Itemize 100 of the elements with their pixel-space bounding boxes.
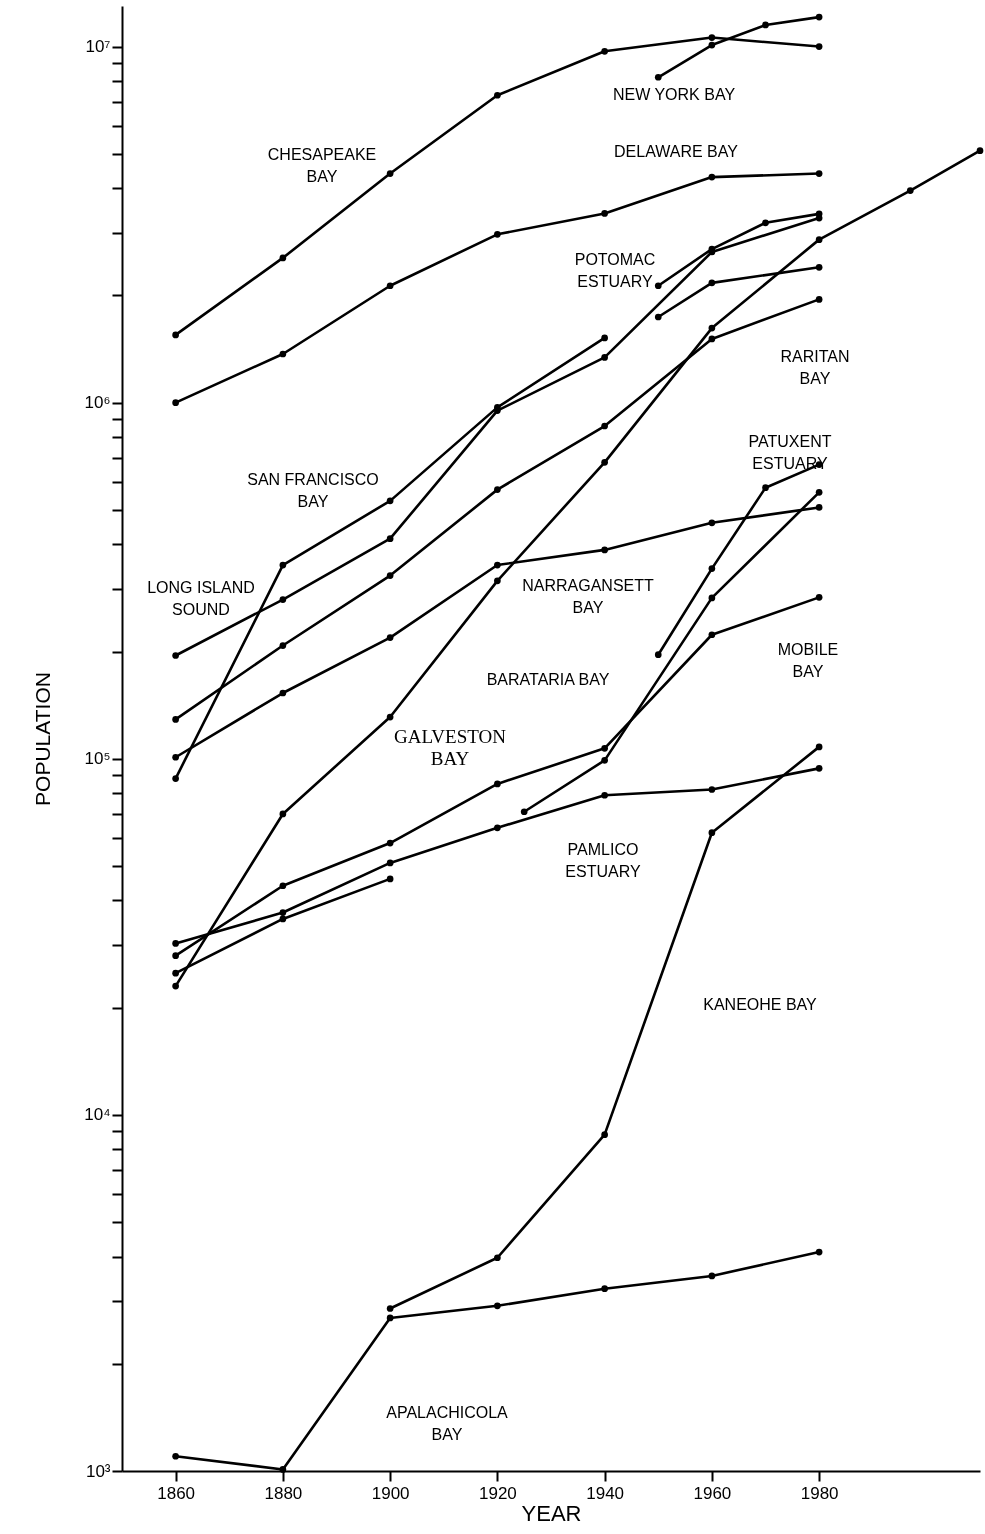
- point: [386, 497, 394, 505]
- point: [815, 743, 823, 751]
- y-tick-label: 10⁵: [84, 749, 111, 769]
- point: [815, 504, 823, 511]
- point: [494, 577, 501, 585]
- point: [386, 1314, 394, 1322]
- point: [279, 882, 287, 890]
- point: [172, 1452, 179, 1460]
- x-tick-label: 1900: [371, 1483, 410, 1503]
- point: [386, 713, 394, 721]
- series-label: DELAWARE BAY: [614, 143, 739, 160]
- point: [601, 744, 608, 752]
- point: [494, 91, 501, 99]
- series-label: POTOMAC ESTUARY: [574, 251, 656, 290]
- point: [601, 47, 608, 55]
- point: [601, 756, 608, 764]
- point: [279, 596, 287, 603]
- point: [172, 716, 179, 723]
- point: [815, 765, 823, 772]
- point: [708, 279, 716, 287]
- x-tick-label: 1880: [264, 1483, 303, 1503]
- point: [386, 170, 394, 177]
- point: [279, 254, 287, 262]
- y-axis-title: POPULATION: [31, 672, 55, 806]
- point: [494, 561, 501, 569]
- series-label: NARRAGANSETT BAY: [522, 577, 655, 616]
- point: [708, 786, 716, 793]
- point: [386, 535, 394, 543]
- point: [279, 909, 287, 916]
- point: [601, 354, 608, 361]
- point: [494, 1254, 501, 1262]
- point: [601, 791, 608, 799]
- y-tick-label: 10⁴: [84, 1105, 111, 1125]
- point: [815, 43, 823, 50]
- point: [601, 458, 608, 466]
- point: [815, 489, 823, 496]
- series-label: CHESAPEAKE BAY: [267, 146, 377, 185]
- text: RARITAN BAY: [780, 348, 850, 387]
- point: [601, 546, 608, 554]
- point: [976, 147, 984, 155]
- point: [708, 565, 716, 572]
- point: [762, 219, 769, 227]
- point: [279, 810, 287, 818]
- point: [815, 296, 823, 303]
- point: [279, 1466, 287, 1473]
- point: [762, 21, 769, 29]
- point: [494, 780, 501, 788]
- point: [906, 187, 914, 194]
- y-tick-label: 10⁷: [85, 37, 111, 57]
- point: [172, 940, 179, 947]
- point: [494, 1302, 501, 1310]
- point: [601, 1285, 608, 1293]
- point: [601, 422, 608, 430]
- point: [172, 399, 179, 407]
- point: [172, 652, 179, 659]
- x-tick-label: 1960: [693, 1483, 732, 1503]
- point: [815, 236, 823, 243]
- point: [172, 753, 179, 761]
- point: [172, 982, 179, 990]
- x-tick-label: 1940: [586, 1483, 625, 1503]
- x-tick-label: 1980: [800, 1483, 839, 1503]
- point: [494, 486, 501, 493]
- series-label: MOBILE BAY: [777, 641, 839, 680]
- point: [520, 808, 528, 816]
- point: [279, 642, 287, 649]
- point: [708, 631, 716, 639]
- text: APALACHICOLA BAY: [386, 1404, 509, 1443]
- point: [279, 689, 287, 697]
- point: [654, 651, 662, 659]
- point: [654, 73, 662, 81]
- text: KANEOHE BAY: [703, 996, 818, 1013]
- point: [386, 572, 394, 579]
- point: [279, 561, 287, 569]
- point: [708, 519, 716, 527]
- point: [172, 969, 179, 977]
- series-label: PATUXENT ESTUARY: [748, 433, 832, 472]
- point: [708, 34, 716, 41]
- point: [601, 210, 608, 217]
- point: [386, 875, 394, 883]
- series-label: GALVESTON BAY: [394, 726, 507, 769]
- y-tick-label: 10³: [85, 1461, 111, 1481]
- point: [815, 1248, 823, 1256]
- point: [815, 13, 823, 21]
- point: [654, 313, 662, 321]
- point: [708, 594, 716, 602]
- series-label: NEW YORK BAY: [612, 86, 736, 103]
- point: [654, 282, 662, 290]
- point: [708, 829, 716, 837]
- point: [815, 594, 823, 601]
- point: [815, 170, 823, 177]
- x-axis-title: YEAR: [521, 1500, 582, 1526]
- point: [708, 335, 716, 343]
- point: [386, 1305, 394, 1312]
- point: [172, 775, 179, 782]
- x-tick-label: 1860: [157, 1483, 196, 1503]
- point: [815, 263, 823, 271]
- point: [172, 952, 179, 960]
- y-tick-label: 10⁶: [84, 393, 111, 413]
- point: [601, 334, 608, 342]
- point: [386, 859, 394, 867]
